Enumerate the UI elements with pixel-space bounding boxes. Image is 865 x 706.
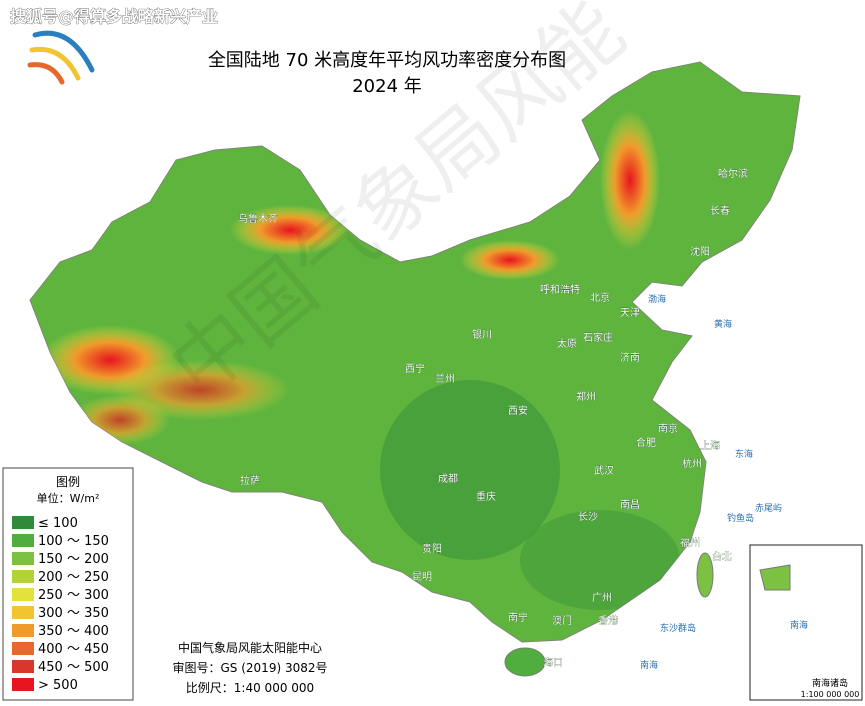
legend-swatch [12,588,34,601]
city-label: 北京 [590,291,610,304]
legend-label: 300 ～ 350 [38,606,109,621]
city-label: 兰州 [435,372,455,385]
city-label: 海口 [543,656,563,669]
year: 2024 年 [352,76,422,97]
legend-label: 100 ～ 150 [38,534,109,549]
city-label: 香港 [598,615,618,627]
legend-label: 400 ～ 450 [38,642,109,657]
city-label: 银川 [472,328,492,341]
legend-label: > 500 [38,678,78,693]
legend-swatch [12,642,34,655]
sea-label: 南海 [640,659,658,671]
city-label: 合肥 [636,436,656,449]
legend-label: 250 ～ 300 [38,588,109,603]
city-label: 太原 [557,337,577,350]
city-label: 乌鲁木齐 [238,212,278,225]
city-label: 石家庄 [583,331,613,344]
legend-label: 350 ～ 400 [38,624,109,639]
city-label: 杭州 [682,457,702,470]
inset-sea: 南海 [790,619,808,631]
credit-approval: 审图号：GS (2019) 3082号 [173,660,328,675]
legend-label: 200 ～ 250 [38,570,109,585]
city-label: 广州 [592,592,612,604]
city-label: 天津 [620,307,640,319]
legend-swatch [12,624,34,637]
source-watermark: 搜狐号@得算多战略新兴产业 [10,7,218,26]
city-label: 西安 [508,404,528,417]
city-label: 长沙 [578,511,598,523]
city-label: 武汉 [594,464,614,477]
legend-swatch [12,534,34,547]
credit-org: 中国气象局风能太阳能中心 [178,640,322,655]
city-label: 贵阳 [422,542,442,555]
legend-swatch [12,570,34,583]
legend-swatch [12,552,34,565]
logo [27,30,95,85]
legend-swatch [12,660,34,673]
legend-unit: 单位：W/m² [37,491,100,505]
city-label: 重庆 [476,490,496,503]
title: 全国陆地 70 米高度年平均风功率密度分布图 [208,50,566,71]
sea-label: 渤海 [648,293,666,305]
city-label: 长春 [710,205,730,217]
sea-label: 黄海 [714,318,732,330]
city-label: 哈尔滨 [718,167,748,180]
city-label: 南京 [658,422,678,435]
legend-label: 150 ～ 200 [38,552,109,567]
sea-label: 钓鱼岛 [727,512,754,524]
city-label: 南宁 [508,611,528,624]
city-label: 成都 [438,473,458,485]
city-label: 上海 [700,439,720,452]
legend-swatch [12,516,34,529]
city-label: 台北 [712,550,732,563]
legend-title: 图例 [56,475,80,489]
city-label: 澳门 [552,614,572,627]
credit-scale: 比例尺：1:40 000 000 [186,681,314,695]
city-label: 呼和浩特 [540,284,580,296]
inset-frame [749,544,863,701]
city-label: 拉萨 [240,474,260,487]
legend-label: ≤ 100 [38,516,78,531]
city-label: 南昌 [620,498,640,511]
city-label: 西宁 [405,362,425,375]
legend-label: 450 ～ 500 [38,660,109,675]
city-label: 沈阳 [690,245,710,258]
city-label: 济南 [620,351,640,364]
sea-label: 东海 [735,448,753,460]
legend-swatch [12,678,34,691]
sea-label: 东沙群岛 [660,622,696,634]
inset-scale: 1:100 000 000 [801,690,860,699]
city-label: 福州 [680,536,700,549]
city-label: 昆明 [412,571,432,583]
legend-swatch [12,606,34,619]
inset-label: 南海诸岛 [812,677,848,689]
sea-label: 赤尾屿 [755,503,782,514]
inset-land [759,564,791,591]
city-label: 郑州 [576,390,596,403]
